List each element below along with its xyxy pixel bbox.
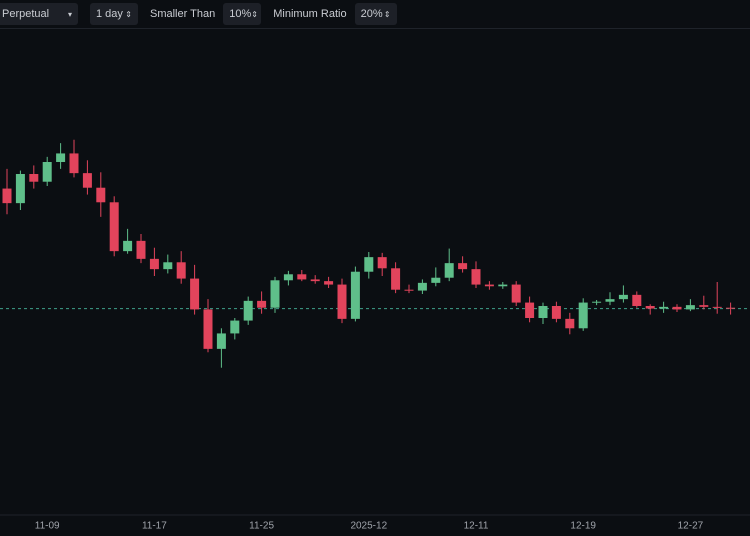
candle-body <box>659 306 669 309</box>
candle-body <box>417 282 427 291</box>
candle-body <box>243 300 253 321</box>
candle-body <box>484 284 494 287</box>
interval-select[interactable]: 1 day ⇕ <box>90 3 138 25</box>
candle-body <box>2 188 12 204</box>
candle-body <box>69 153 79 174</box>
candle-body <box>15 174 25 204</box>
filter-value: 10% <box>229 8 252 20</box>
candle-body <box>283 274 293 281</box>
candle-body <box>190 278 200 310</box>
ratio-label: Minimum Ratio <box>273 8 347 20</box>
x-tick-label: 2025-12 <box>350 521 387 532</box>
x-tick-label: 11-17 <box>142 521 167 532</box>
candle-body <box>364 257 374 272</box>
candle-body <box>82 173 92 188</box>
candle-body <box>42 162 52 182</box>
candle-body <box>391 268 401 290</box>
candle-body <box>257 300 267 308</box>
interval: 1 day <box>96 8 123 20</box>
candle-body <box>136 240 146 259</box>
candle-body <box>123 240 133 252</box>
candle-body <box>565 318 575 329</box>
candle-body <box>578 302 588 329</box>
x-tick-label: 12-19 <box>570 521 596 532</box>
filter-label: Smaller Than <box>150 8 216 20</box>
candle-body <box>230 320 240 334</box>
candle-body <box>56 153 66 162</box>
candle-body <box>672 306 682 310</box>
candle-body <box>149 258 159 270</box>
candle-body <box>29 174 39 182</box>
market: Perpetual <box>2 8 50 20</box>
candle-body <box>431 277 441 283</box>
candle-body <box>525 302 535 318</box>
candle-body <box>270 280 280 308</box>
candle-body <box>458 263 468 270</box>
candle-body <box>176 262 186 279</box>
ratio-select[interactable]: 20% ⇕ <box>354 3 397 25</box>
candle-body <box>645 306 655 309</box>
candle-body <box>324 281 334 285</box>
x-tick-label: 12-27 <box>678 521 704 532</box>
candle-body <box>712 306 722 308</box>
candle-body <box>498 284 508 287</box>
candle-body <box>297 274 307 280</box>
candle-body <box>163 262 173 270</box>
candle-body <box>109 202 119 252</box>
candle-body <box>726 307 736 309</box>
candle-body <box>444 263 454 278</box>
candle-body <box>203 309 213 349</box>
candle-body <box>699 305 709 307</box>
candle-body <box>618 294 628 300</box>
filter-select[interactable]: 10% ⇕ <box>223 3 262 25</box>
toolbar: Perpetual ▾ 1 day ⇕ Smaller Than 10% ⇕ Mini… <box>0 0 750 29</box>
candle-body <box>310 279 320 282</box>
candle-body <box>337 284 347 319</box>
candle-body <box>592 301 602 303</box>
candle-body <box>96 187 106 203</box>
ratio-value: 20% <box>360 8 383 20</box>
candle-body <box>511 284 521 303</box>
candle-body <box>377 257 387 269</box>
candle-body <box>538 306 548 318</box>
candle-body <box>685 305 695 310</box>
x-tick-label: 11-25 <box>249 521 274 532</box>
candle-body <box>216 333 226 349</box>
x-tick-label: 11-09 <box>35 521 60 532</box>
candle-body <box>632 294 642 306</box>
candle-body <box>605 299 615 302</box>
market-select[interactable]: Perpetual ▾ <box>0 3 78 25</box>
chart: 11-09 11-17 11-25 2025-12 12-11 12-19 12-27 <box>0 139 750 532</box>
candle-body <box>471 269 481 285</box>
x-tick-label: 12-11 <box>464 521 489 532</box>
candle-body <box>404 289 414 291</box>
candle-body <box>551 306 561 319</box>
candle-body <box>350 271 360 319</box>
